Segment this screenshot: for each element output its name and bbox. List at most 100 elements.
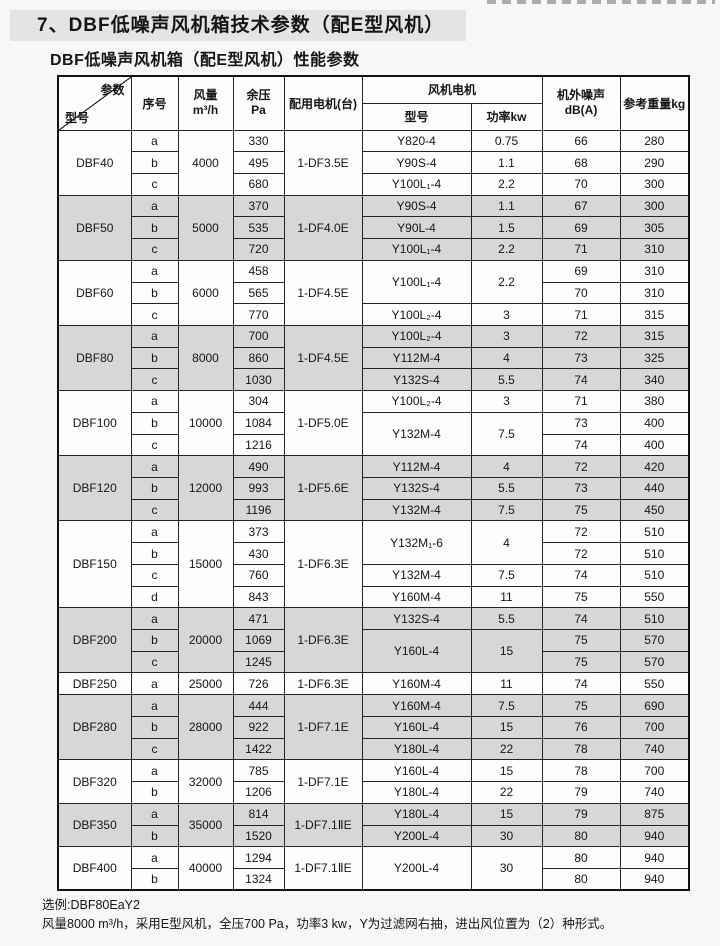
power-cell: 3 xyxy=(470,324,543,348)
footnote-description: 风量8000 m³/h，采用E型风机，全压700 Pa，功率3 kw，Y为过滤网… xyxy=(42,917,613,931)
col-header-fan-motor-group: 风机电机 xyxy=(361,75,543,104)
motor-model-cell: Y160M-4 xyxy=(361,672,472,696)
footnote-example: 选例:DBF80EaY2 xyxy=(42,898,140,912)
table-row: c 1196 Y132M-4 7.5 75 450 xyxy=(58,498,690,522)
power-cell: 11 xyxy=(470,672,543,696)
weight-cell: 940 xyxy=(619,867,690,891)
pressure-cell: 700 xyxy=(232,324,285,348)
noise-label: 机外噪声 xyxy=(557,88,606,103)
motor-model-cell: Y100L₁-4 xyxy=(361,172,472,196)
weight-cell: 440 xyxy=(619,477,690,500)
model-cell: DBF80 xyxy=(57,324,132,392)
noise-cell: 79 xyxy=(541,802,621,826)
model-cell: DBF400 xyxy=(57,846,132,891)
motor-unit-cell: 1-DF7.1ⅡE xyxy=(283,846,363,891)
seq-cell: c xyxy=(130,238,179,261)
pressure-cell: 444 xyxy=(232,694,285,717)
noise-cell: 74 xyxy=(541,563,621,587)
pressure-cell: 760 xyxy=(232,563,285,587)
noise-unit: dB(A) xyxy=(564,103,598,118)
noise-cell: 74 xyxy=(541,607,621,631)
airflow-cell: 15000 xyxy=(177,520,234,609)
pressure-cell: 490 xyxy=(232,455,285,478)
airflow-cell: 25000 xyxy=(177,672,234,696)
seq-cell: c xyxy=(130,303,179,326)
pressure-cell: 1520 xyxy=(232,824,285,848)
noise-cell: 69 xyxy=(541,259,621,283)
noise-cell: 69 xyxy=(541,216,621,240)
noise-cell: 68 xyxy=(541,151,621,174)
motor-model-cell: Y200L-4 xyxy=(361,824,472,848)
power-cell: 7.5 xyxy=(470,411,543,457)
table-row: c 720 Y100L₁-4 2.2 71 310 xyxy=(58,238,690,261)
noise-cell: 74 xyxy=(541,368,621,392)
pressure-cell: 814 xyxy=(232,802,285,826)
pressure-cell: 471 xyxy=(232,607,285,631)
noise-cell: 70 xyxy=(541,281,621,305)
motor-model-cell: Y132S-4 xyxy=(361,477,472,500)
table-row: DBF320 a 32000 785 1-DF7.1E Y160L-4 15 78 700 xyxy=(57,759,690,804)
model-cell: DBF200 xyxy=(57,607,132,674)
motor-unit-cell: 1-DF7.1E xyxy=(283,759,363,804)
seq-cell: a xyxy=(130,694,179,717)
seq-cell: c xyxy=(130,737,179,761)
power-cell: 22 xyxy=(470,781,543,804)
weight-cell: 310 xyxy=(619,238,690,261)
weight-cell: 280 xyxy=(619,129,690,153)
motor-unit-cell: 1-DF4.5E xyxy=(283,324,363,392)
weight-cell: 400 xyxy=(619,433,690,457)
motor-unit-cell: 1-DF3.5E xyxy=(283,129,363,196)
pressure-cell: 1084 xyxy=(232,411,285,435)
col-header-pressure: 余压 Pa xyxy=(232,75,285,131)
col-header-airflow: 风量 m³/h xyxy=(177,75,234,131)
weight-cell: 510 xyxy=(619,520,690,544)
motor-model-cell: Y132M-4 xyxy=(361,411,472,457)
spec-table: 参数 型号 序号 风量 m³/h 余压 Pa 配用电机(台) 风机电机 机外噪声… xyxy=(57,75,691,892)
noise-cell: 74 xyxy=(541,672,621,696)
noise-cell: 80 xyxy=(541,846,621,869)
airflow-cell: 40000 xyxy=(177,846,234,891)
seq-cell: a xyxy=(130,672,179,696)
table-row: DBF40 a 4000 330 1-DF3.5E Y820-4 0.75 66 280 xyxy=(57,129,690,196)
noise-cell: 71 xyxy=(541,238,621,261)
power-cell: 2.2 xyxy=(470,172,543,196)
motor-model-cell: Y90S-4 xyxy=(361,151,472,174)
weight-cell: 300 xyxy=(619,172,690,196)
motor-model-cell: Y160L-4 xyxy=(361,715,472,739)
table-row: b 1069 Y160L-4 15 75 570 xyxy=(58,629,690,674)
pressure-cell: 565 xyxy=(232,281,285,305)
motor-unit-cell: 1-DF7.1ⅡE xyxy=(283,802,363,848)
noise-cell: 73 xyxy=(541,411,621,435)
table-row: c 680 Y100L₁-4 2.2 70 300 xyxy=(58,172,690,196)
seq-cell: a xyxy=(130,194,179,218)
power-cell: 4 xyxy=(470,520,543,565)
weight-cell: 380 xyxy=(619,390,690,413)
weight-cell: 740 xyxy=(619,737,690,761)
power-cell: 7.5 xyxy=(470,694,543,717)
table-row: c 1216 74 400 xyxy=(58,433,690,457)
motor-unit-cell: 1-DF6.3E xyxy=(283,520,363,609)
noise-cell: 80 xyxy=(541,867,621,891)
airflow-cell: 10000 xyxy=(177,390,234,457)
seq-cell: a xyxy=(130,129,179,153)
seq-cell: b xyxy=(130,542,179,565)
weight-cell: 310 xyxy=(619,281,690,305)
pressure-unit: Pa xyxy=(251,103,266,118)
table-row: d 843 Y160M-4 11 75 550 xyxy=(58,585,690,609)
noise-cell: 71 xyxy=(541,390,621,413)
noise-cell: 80 xyxy=(541,824,621,848)
motor-unit-cell: 1-DF4.0E xyxy=(283,194,363,261)
table-row: b 495 Y90S-4 1.1 68 290 xyxy=(58,151,690,174)
power-cell: 1.1 xyxy=(470,151,543,174)
power-cell: 2.2 xyxy=(470,259,543,305)
weight-cell: 450 xyxy=(619,498,690,522)
noise-cell: 72 xyxy=(541,542,621,565)
table-row: DBF250 a 25000 726 1-DF6.3E Y160M-4 11 74 550 xyxy=(57,672,690,696)
table-row: DBF60 a 6000 458 1-DF4.5E Y100L₁-4 2.2 69 310 xyxy=(57,259,690,326)
pressure-cell: 1069 xyxy=(232,629,285,652)
airflow-cell: 6000 xyxy=(177,259,234,326)
seq-cell: a xyxy=(130,259,179,283)
motor-model-cell: Y160M-4 xyxy=(361,694,472,717)
seq-cell: c xyxy=(130,650,179,674)
motor-unit-cell: 1-DF6.3E xyxy=(283,672,363,696)
